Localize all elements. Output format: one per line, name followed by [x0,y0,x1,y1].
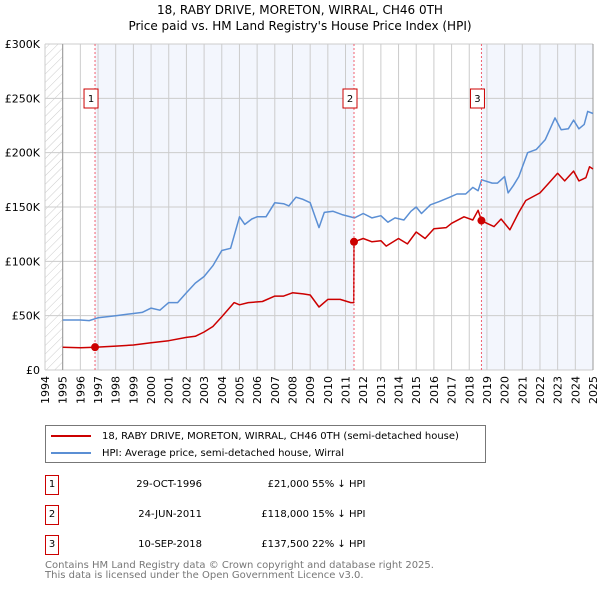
x-tick-label: 2009 [304,376,317,404]
x-tick-label: 2006 [251,376,264,404]
y-tick-label: £0 [26,364,40,377]
sale-label-box [83,88,99,109]
y-tick-label: £100K [5,255,41,268]
sale-price: £118,000 [261,509,309,520]
sale-hpi-diff: 55% ↓ HPI [312,479,366,490]
footer: Contains HM Land Registry data © Crown c… [45,561,434,581]
x-tick-label: 2002 [180,376,193,404]
sale-date: 24-JUN-2011 [138,509,202,520]
sale-hpi-diff: 22% ↓ HPI [312,539,366,550]
x-tick-label: 2020 [499,376,512,404]
footer-licence: This data is licensed under the Open Gov… [45,570,364,581]
sale-hpi-diff: 15% ↓ HPI [312,509,366,520]
x-tick-label: 2018 [463,376,476,404]
x-tick-label: 2025 [587,376,600,404]
y-tick-label: £50K [12,310,41,323]
x-tick-label: 2019 [481,376,494,404]
x-tick-label: 1994 [39,376,52,404]
legend-item-price: 18, RABY DRIVE, MORETON, WIRRAL, CH46 0T… [51,429,459,443]
x-tick-label: 2005 [233,376,246,404]
x-tick-label: 2017 [446,376,459,404]
y-tick-label: £150K [5,201,41,214]
sale-date: 29-OCT-1996 [136,479,202,490]
x-tick-label: 2021 [516,376,529,404]
sale-point [477,216,486,225]
sale-label: 3 [474,94,480,105]
sale-number: 2 [45,505,59,525]
legend-label-price: 18, RABY DRIVE, MORETON, WIRRAL, CH46 0T… [102,430,459,442]
sale-row: 2 24-JUN-2011 £118,000 15% ↓ HPI [45,505,445,525]
x-tick-label: 2024 [569,376,582,404]
x-tick-label: 1995 [57,376,70,404]
sale-row: 3 10-SEP-2018 £137,500 22% ↓ HPI [45,535,445,555]
x-tick-label: 2000 [145,376,158,404]
chart-subtitle: Price paid vs. HM Land Registry's House … [128,19,472,33]
price-chart: 1994 1995 1996 1997 1998 1999 2000 2001 2002 2003… [5,38,600,404]
sale-label: 1 [88,94,94,105]
legend-swatch-price [51,435,91,437]
sale-row: 1 29-OCT-1996 £21,000 55% ↓ HPI [45,475,445,495]
sale-label: 2 [347,94,353,105]
sale-price: £21,000 [267,479,309,490]
sale-label-box [342,88,358,109]
x-tick-label: 1998 [110,376,123,404]
x-tick-label: 2011 [340,376,353,404]
x-tick-label: 1997 [92,376,105,404]
x-tick-label: 1999 [127,376,140,404]
chart-title: 18, RABY DRIVE, MORETON, WIRRAL, CH46 0T… [157,3,443,17]
x-tick-label: 2012 [357,376,370,404]
x-tick-label: 2016 [428,376,441,404]
x-tick-label: 2001 [163,376,176,404]
x-tick-label: 2010 [322,376,335,404]
legend-label-hpi: HPI: Average price, semi-detached house,… [102,447,345,459]
x-tick-label: 1996 [74,376,87,404]
sale-number: 3 [45,535,59,555]
footer-copyright: Contains HM Land Registry data © Crown c… [45,560,434,571]
sale-point [91,343,100,352]
x-tick-label: 2008 [286,376,299,404]
x-tick-label: 2013 [375,376,388,404]
legend-swatch-hpi [51,452,91,454]
y-tick-label: £200K [5,147,41,160]
x-tick-label: 2014 [393,376,406,404]
sale-point [350,237,359,246]
sale-date: 10-SEP-2018 [138,539,202,550]
sale-label-box [469,88,485,109]
y-tick-label: £300K [5,38,41,51]
x-tick-label: 2007 [269,376,282,404]
sale-price: £137,500 [261,539,309,550]
x-tick-label: 2003 [198,376,211,404]
x-tick-label: 2023 [552,376,565,404]
legend-item-hpi: HPI: Average price, semi-detached house,… [51,446,344,460]
legend: 18, RABY DRIVE, MORETON, WIRRAL, CH46 0T… [45,425,486,463]
y-tick-label: £250K [5,92,41,105]
sale-number: 1 [45,475,59,495]
x-tick-label: 2015 [410,376,423,404]
x-tick-label: 2022 [534,376,547,404]
hpi-line [62,110,594,322]
price-paid-line [62,166,594,349]
x-tick-label: 2004 [216,376,229,404]
